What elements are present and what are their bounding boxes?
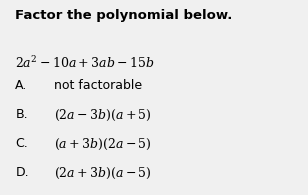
Text: $(2a + 3b)(a - 5)$: $(2a + 3b)(a - 5)$	[54, 166, 152, 181]
Text: B.: B.	[15, 108, 28, 121]
Text: C.: C.	[15, 137, 28, 150]
Text: $(a + 3b)(2a - 5)$: $(a + 3b)(2a - 5)$	[54, 137, 152, 152]
Text: $(2a - 3b)(a + 5)$: $(2a - 3b)(a + 5)$	[54, 108, 152, 123]
Text: not factorable: not factorable	[54, 79, 142, 92]
Text: Factor the polynomial below.: Factor the polynomial below.	[15, 9, 233, 22]
Text: D.: D.	[15, 166, 29, 179]
Text: A.: A.	[15, 79, 28, 92]
Text: $2a^2 - 10a + 3ab - 15b$: $2a^2 - 10a + 3ab - 15b$	[15, 55, 155, 71]
